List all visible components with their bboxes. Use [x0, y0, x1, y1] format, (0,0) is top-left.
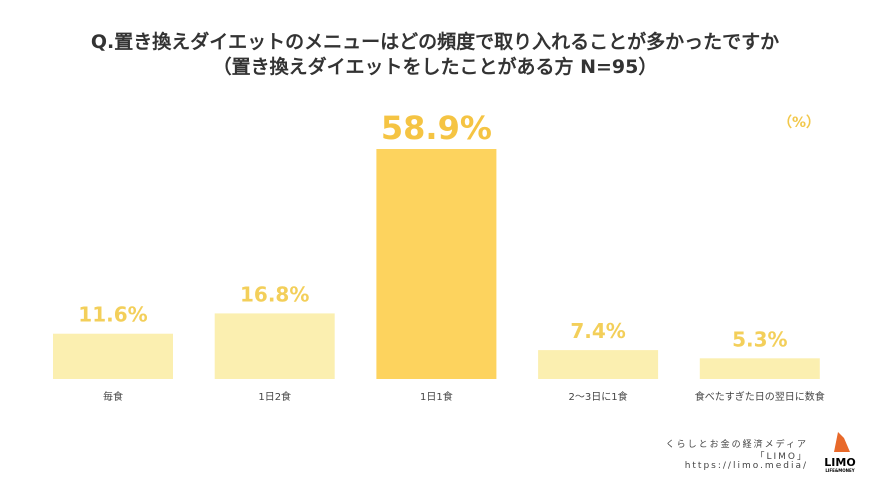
data-label: 58.9% — [381, 109, 492, 147]
category-label: 1日1食 — [420, 390, 453, 403]
data-label: 16.8% — [240, 282, 309, 306]
bar-2 — [376, 149, 497, 379]
bar-1 — [214, 313, 335, 379]
bar-0 — [53, 333, 173, 379]
data-label: 11.6% — [78, 303, 147, 327]
footer-brand: 「LIMO」 — [755, 452, 808, 462]
category-label: 2～3日に1食 — [569, 390, 628, 403]
category-label: 毎食 — [103, 390, 123, 403]
footer-tagline: くらしとお金の経済メディア — [665, 440, 808, 450]
unit-label: （%） — [778, 115, 821, 131]
footer-url: https://limo.media/ — [684, 461, 808, 471]
fox-icon — [834, 432, 850, 452]
category-label: 食べたすぎた日の翌日に数食 — [695, 390, 825, 403]
bar-3 — [538, 350, 659, 379]
chart-title: Q.置き換えダイエットのメニューはどの頻度で取り入れることが多かったですか — [90, 31, 780, 53]
data-label: 5.3% — [732, 327, 787, 351]
bar-4 — [699, 358, 820, 379]
chart-subtitle: （置き換えダイエットをしたことがある方 N=95） — [212, 56, 658, 78]
data-label: 7.4% — [570, 319, 625, 343]
limo-logo: LIMO LIFE&MONEY — [820, 430, 860, 473]
category-label: 1日2食 — [258, 390, 291, 403]
